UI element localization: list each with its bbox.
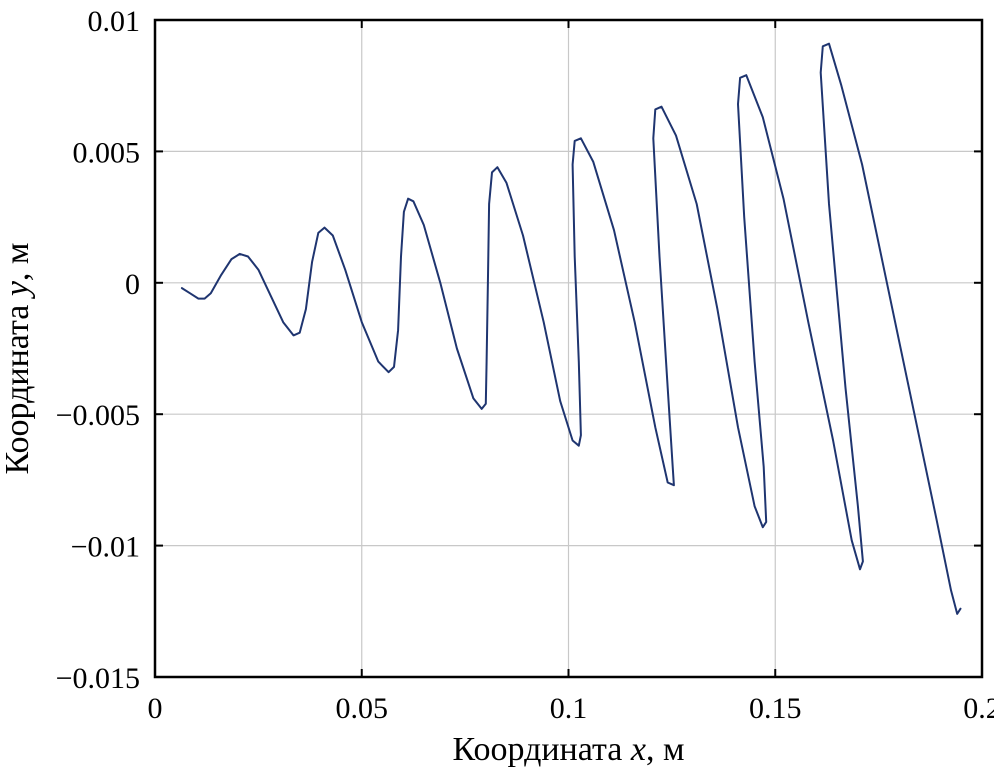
tick-marks (154, 19, 983, 678)
series-layer (180, 42, 962, 615)
series-line-1 (180, 42, 962, 615)
y-tick-labels: −0.015 −0.01 −0.005 0 0.005 0.01 (56, 5, 140, 695)
x-tick-label: 0.1 (550, 692, 588, 725)
y-axis-label-variable: y (0, 280, 36, 299)
y-axis-label: Координата y, м (0, 243, 36, 475)
x-axis-label-variable: x (630, 731, 646, 768)
y-tick-label: −0.015 (56, 662, 140, 695)
y-tick-label: −0.005 (56, 399, 140, 432)
y-tick-label: 0.005 (73, 136, 141, 169)
x-axis-label-unit: , м (646, 731, 685, 768)
y-tick-label: 0 (125, 268, 140, 301)
x-tick-label: 0.15 (749, 692, 802, 725)
x-tick-label: 0 (148, 692, 163, 725)
y-axis-label-prefix: Координата (0, 296, 36, 474)
grid (154, 19, 983, 678)
x-axis-label: Координата x, м (453, 731, 685, 768)
x-tick-label: 0.05 (336, 692, 389, 725)
y-axis-label-unit: , м (0, 243, 36, 282)
x-tick-labels: 0 0.05 0.1 0.15 0.2 (148, 692, 994, 725)
x-axis-label-prefix: Координата (453, 731, 631, 768)
y-tick-label: 0.01 (88, 5, 141, 38)
y-tick-label: −0.01 (71, 531, 140, 564)
x-tick-label: 0.2 (963, 692, 994, 725)
